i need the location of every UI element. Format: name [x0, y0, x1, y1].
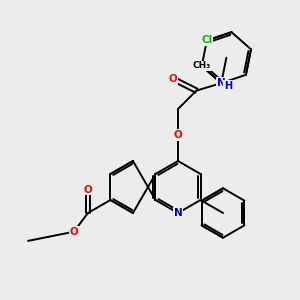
Text: CH₃: CH₃ [193, 61, 211, 70]
Text: O: O [169, 74, 178, 84]
Text: Cl: Cl [201, 35, 212, 46]
Text: O: O [174, 130, 182, 140]
Text: H: H [224, 81, 232, 91]
Text: O: O [70, 227, 78, 237]
Text: N: N [174, 208, 182, 218]
Text: N: N [217, 78, 226, 88]
Text: O: O [84, 184, 92, 195]
